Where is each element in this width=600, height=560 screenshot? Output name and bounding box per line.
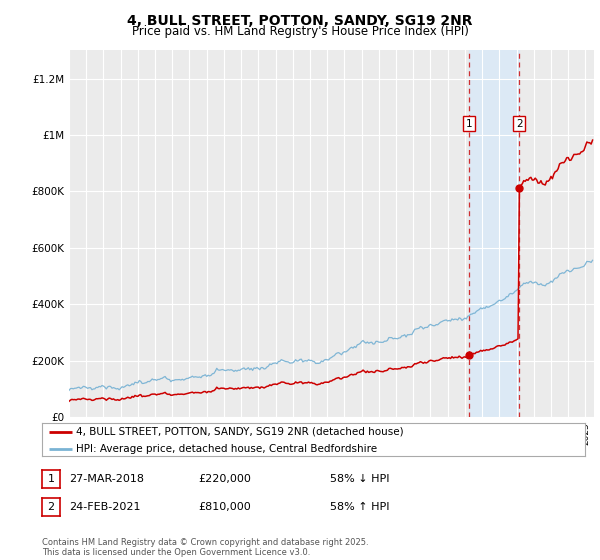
Text: £810,000: £810,000 bbox=[198, 502, 251, 512]
Text: 2: 2 bbox=[47, 502, 55, 512]
Text: 4, BULL STREET, POTTON, SANDY, SG19 2NR (detached house): 4, BULL STREET, POTTON, SANDY, SG19 2NR … bbox=[76, 427, 403, 437]
Text: 1: 1 bbox=[466, 119, 472, 129]
Text: 58% ↓ HPI: 58% ↓ HPI bbox=[330, 474, 389, 484]
Text: Price paid vs. HM Land Registry's House Price Index (HPI): Price paid vs. HM Land Registry's House … bbox=[131, 25, 469, 38]
Bar bbox=[469, 50, 519, 417]
Text: £220,000: £220,000 bbox=[198, 474, 251, 484]
Text: 1: 1 bbox=[47, 474, 55, 484]
Text: HPI: Average price, detached house, Central Bedfordshire: HPI: Average price, detached house, Cent… bbox=[76, 444, 377, 454]
Text: 4, BULL STREET, POTTON, SANDY, SG19 2NR: 4, BULL STREET, POTTON, SANDY, SG19 2NR bbox=[127, 14, 473, 28]
Text: 2: 2 bbox=[516, 119, 523, 129]
Text: 58% ↑ HPI: 58% ↑ HPI bbox=[330, 502, 389, 512]
Text: Contains HM Land Registry data © Crown copyright and database right 2025.
This d: Contains HM Land Registry data © Crown c… bbox=[42, 538, 368, 557]
Text: 24-FEB-2021: 24-FEB-2021 bbox=[69, 502, 140, 512]
Text: 27-MAR-2018: 27-MAR-2018 bbox=[69, 474, 144, 484]
